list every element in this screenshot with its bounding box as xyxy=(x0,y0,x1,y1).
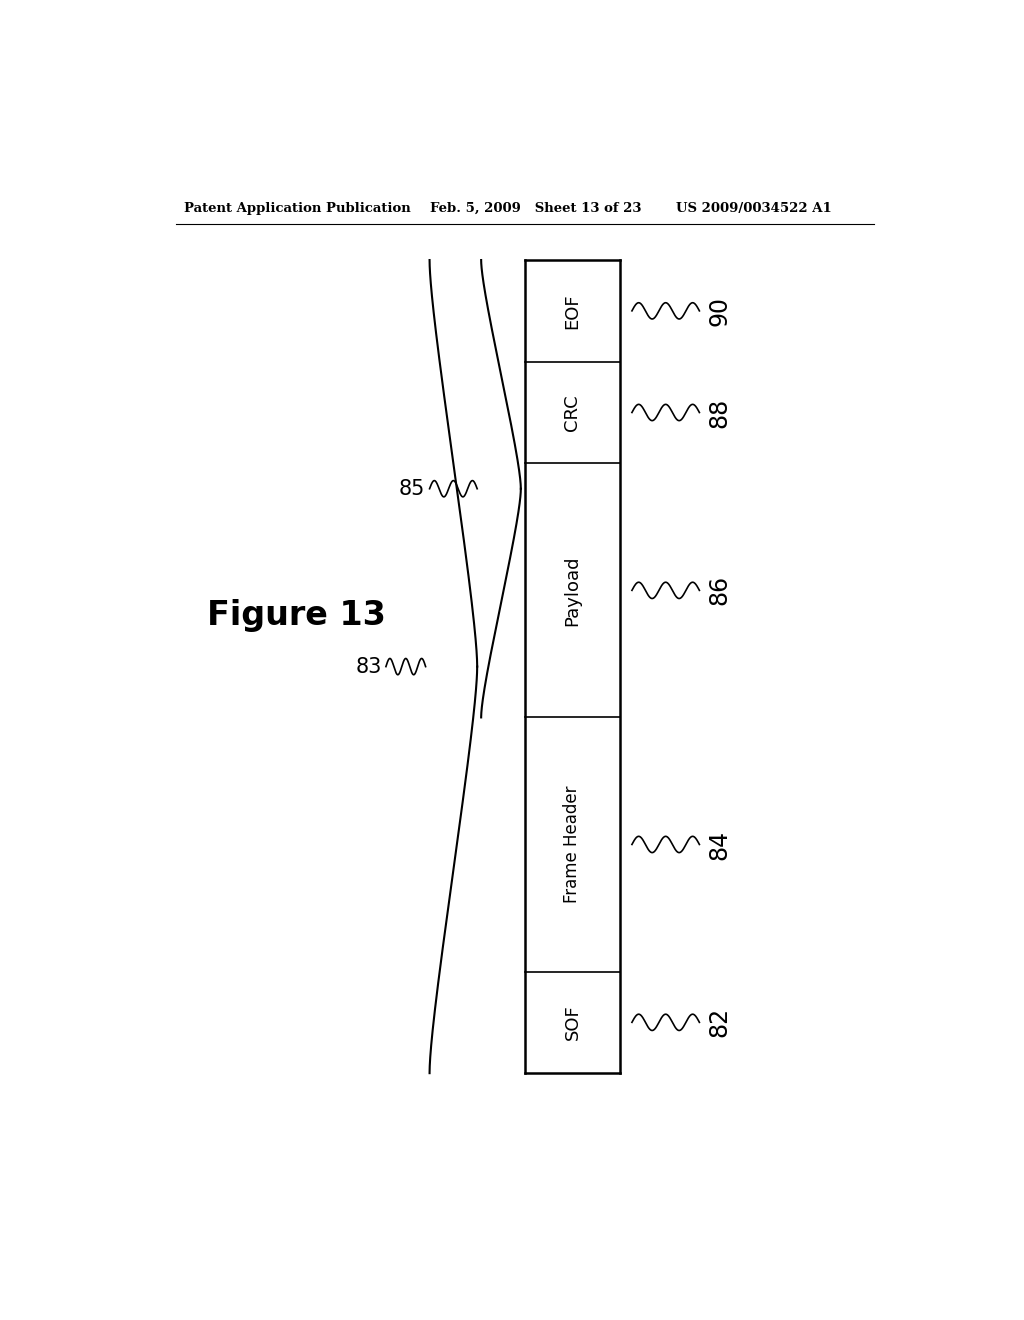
Text: 86: 86 xyxy=(708,576,731,606)
Text: Payload: Payload xyxy=(563,556,582,626)
Text: EOF: EOF xyxy=(563,293,582,329)
Text: US 2009/0034522 A1: US 2009/0034522 A1 xyxy=(676,202,831,215)
Text: 85: 85 xyxy=(399,479,425,499)
Text: Frame Header: Frame Header xyxy=(563,785,582,903)
Text: Feb. 5, 2009   Sheet 13 of 23: Feb. 5, 2009 Sheet 13 of 23 xyxy=(430,202,641,215)
Text: 82: 82 xyxy=(708,1007,731,1038)
Text: Patent Application Publication: Patent Application Publication xyxy=(183,202,411,215)
Text: Figure 13: Figure 13 xyxy=(207,599,386,632)
Text: CRC: CRC xyxy=(563,395,582,430)
Text: SOF: SOF xyxy=(563,1005,582,1040)
Text: 88: 88 xyxy=(708,397,731,428)
Text: 90: 90 xyxy=(708,296,731,326)
Text: 83: 83 xyxy=(355,656,382,677)
Text: 84: 84 xyxy=(708,829,731,859)
